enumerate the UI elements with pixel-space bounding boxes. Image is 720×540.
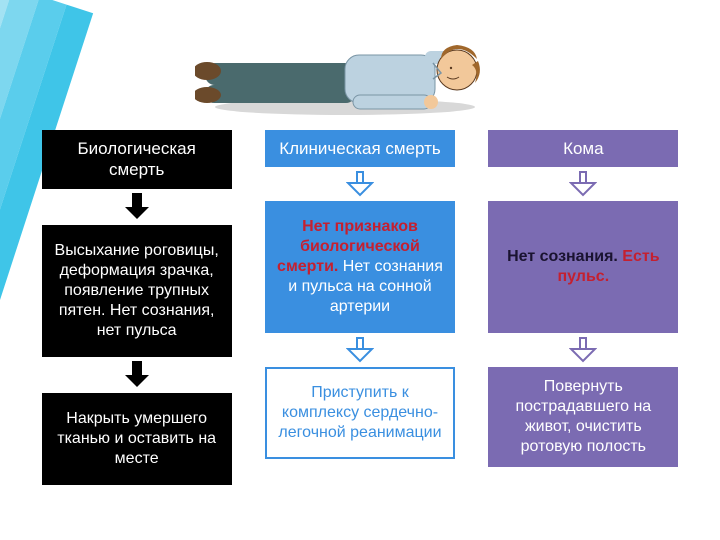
arrow-clinical-2 <box>348 337 372 361</box>
action-coma: Повернуть пострадавшего на живот, очисти… <box>488 367 678 467</box>
arrow-biological-2 <box>125 361 149 387</box>
column-coma: Кома Нет сознания. Есть пульс. Повернуть… <box>481 130 686 485</box>
arrow-clinical-1 <box>348 171 372 195</box>
signs-coma-emph: Нет сознания. <box>507 248 618 265</box>
signs-biological: Высыхание роговицы, деформация зрачка, п… <box>42 225 232 357</box>
person-illustration <box>195 15 490 120</box>
signs-clinical: Нет признаков биологической смерти. Нет … <box>265 201 455 333</box>
title-coma: Кома <box>488 130 678 167</box>
column-clinical: Клиническая смерть Нет признаков биологи… <box>257 130 462 485</box>
signs-coma: Нет сознания. Есть пульс. <box>488 201 678 333</box>
action-clinical: Приступить к комплексу сердечно-легочной… <box>265 367 455 459</box>
arrow-coma-1 <box>571 171 595 195</box>
title-clinical: Клиническая смерть <box>265 130 455 167</box>
column-biological: Биологическая смерть Высыхание роговицы,… <box>34 130 239 485</box>
title-biological: Биологическая смерть <box>42 130 232 189</box>
arrow-coma-2 <box>571 337 595 361</box>
arrow-biological-1 <box>125 193 149 219</box>
flow-columns: Биологическая смерть Высыхание роговицы,… <box>0 130 720 485</box>
action-biological: Накрыть умершего тканью и оставить на ме… <box>42 393 232 485</box>
